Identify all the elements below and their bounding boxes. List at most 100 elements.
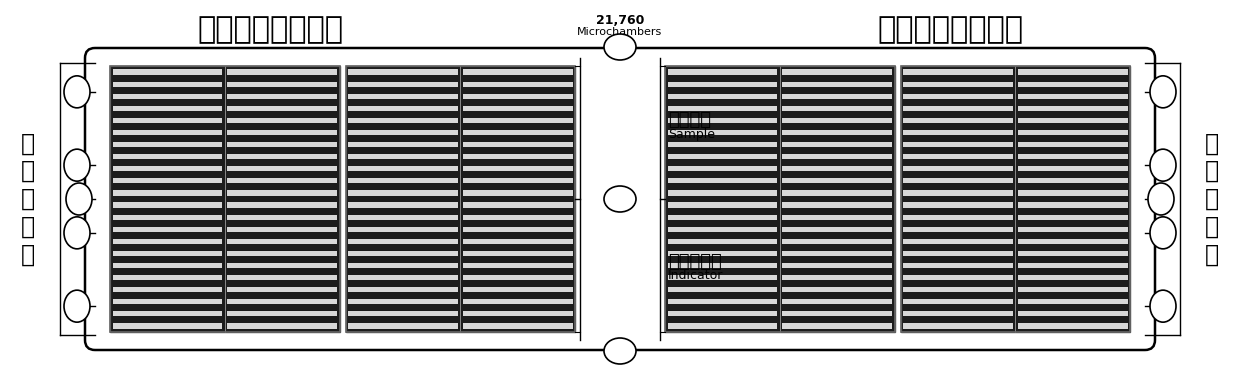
Bar — [348, 82, 458, 87]
Bar — [348, 190, 458, 195]
Bar — [463, 311, 573, 317]
Bar — [667, 166, 777, 171]
Bar — [463, 251, 573, 256]
Bar — [903, 299, 1013, 304]
Bar — [227, 324, 337, 329]
Ellipse shape — [604, 186, 636, 212]
Bar — [463, 142, 573, 147]
Bar — [667, 239, 777, 244]
Ellipse shape — [1148, 183, 1174, 215]
Ellipse shape — [1149, 290, 1176, 322]
Bar — [113, 178, 222, 183]
Bar — [667, 275, 777, 280]
Bar — [1018, 227, 1127, 232]
Bar — [348, 106, 458, 111]
Bar — [227, 118, 337, 123]
Bar — [113, 287, 222, 292]
Bar — [113, 118, 222, 123]
Bar — [463, 70, 573, 75]
Ellipse shape — [66, 183, 92, 215]
Bar — [667, 299, 777, 304]
Bar — [1018, 299, 1127, 304]
Bar — [227, 263, 337, 268]
Bar — [903, 239, 1013, 244]
Bar — [903, 263, 1013, 268]
Bar — [903, 227, 1013, 232]
Bar — [348, 324, 458, 329]
Bar — [463, 214, 573, 220]
Bar — [1018, 82, 1127, 87]
Bar — [667, 227, 777, 232]
Bar — [782, 190, 892, 195]
Bar — [346, 66, 575, 332]
Bar — [463, 275, 573, 280]
Bar — [782, 154, 892, 159]
Ellipse shape — [604, 338, 636, 364]
Bar — [782, 324, 892, 329]
Bar — [782, 82, 892, 87]
Bar — [667, 214, 777, 220]
Bar — [903, 311, 1013, 317]
Bar — [903, 287, 1013, 292]
Bar — [667, 106, 777, 111]
Bar — [1018, 311, 1127, 317]
Bar — [667, 154, 777, 159]
Bar — [782, 130, 892, 135]
Bar — [227, 227, 337, 232]
Bar — [113, 299, 222, 304]
Bar — [463, 106, 573, 111]
Bar — [463, 263, 573, 268]
Bar — [1018, 130, 1127, 135]
Bar — [113, 239, 222, 244]
Bar — [900, 66, 1130, 332]
Ellipse shape — [604, 34, 636, 60]
Bar — [903, 324, 1013, 329]
Bar — [227, 130, 337, 135]
Bar — [667, 311, 777, 317]
Bar — [903, 70, 1013, 75]
Bar — [113, 251, 222, 256]
Bar — [227, 214, 337, 220]
Bar — [113, 82, 222, 87]
Ellipse shape — [64, 290, 91, 322]
Bar — [903, 202, 1013, 207]
Bar — [463, 118, 573, 123]
Bar — [348, 94, 458, 99]
Bar — [348, 299, 458, 304]
Bar — [463, 227, 573, 232]
Bar — [1018, 275, 1127, 280]
Bar — [667, 82, 777, 87]
Bar — [113, 130, 222, 135]
Bar — [227, 190, 337, 195]
Bar — [463, 94, 573, 99]
Bar — [903, 130, 1013, 135]
Bar — [348, 287, 458, 292]
Bar — [227, 166, 337, 171]
Bar — [348, 118, 458, 123]
Bar — [1018, 178, 1127, 183]
Bar — [463, 299, 573, 304]
Text: Sample: Sample — [668, 128, 715, 141]
Bar — [667, 142, 777, 147]
Bar — [1018, 70, 1127, 75]
Text: 右侧微腔阵列区域: 右侧微腔阵列区域 — [877, 15, 1023, 45]
Bar — [903, 82, 1013, 87]
Bar — [227, 239, 337, 244]
Bar — [348, 202, 458, 207]
Bar — [348, 166, 458, 171]
Ellipse shape — [64, 149, 91, 181]
Bar — [1018, 94, 1127, 99]
Bar — [463, 202, 573, 207]
Bar — [667, 178, 777, 183]
Bar — [665, 66, 894, 332]
Bar — [113, 94, 222, 99]
Bar — [463, 154, 573, 159]
Bar — [348, 130, 458, 135]
Bar — [667, 70, 777, 75]
Bar — [113, 263, 222, 268]
Bar — [463, 324, 573, 329]
Bar — [463, 166, 573, 171]
Bar — [348, 227, 458, 232]
Bar — [1018, 202, 1127, 207]
Bar — [903, 214, 1013, 220]
